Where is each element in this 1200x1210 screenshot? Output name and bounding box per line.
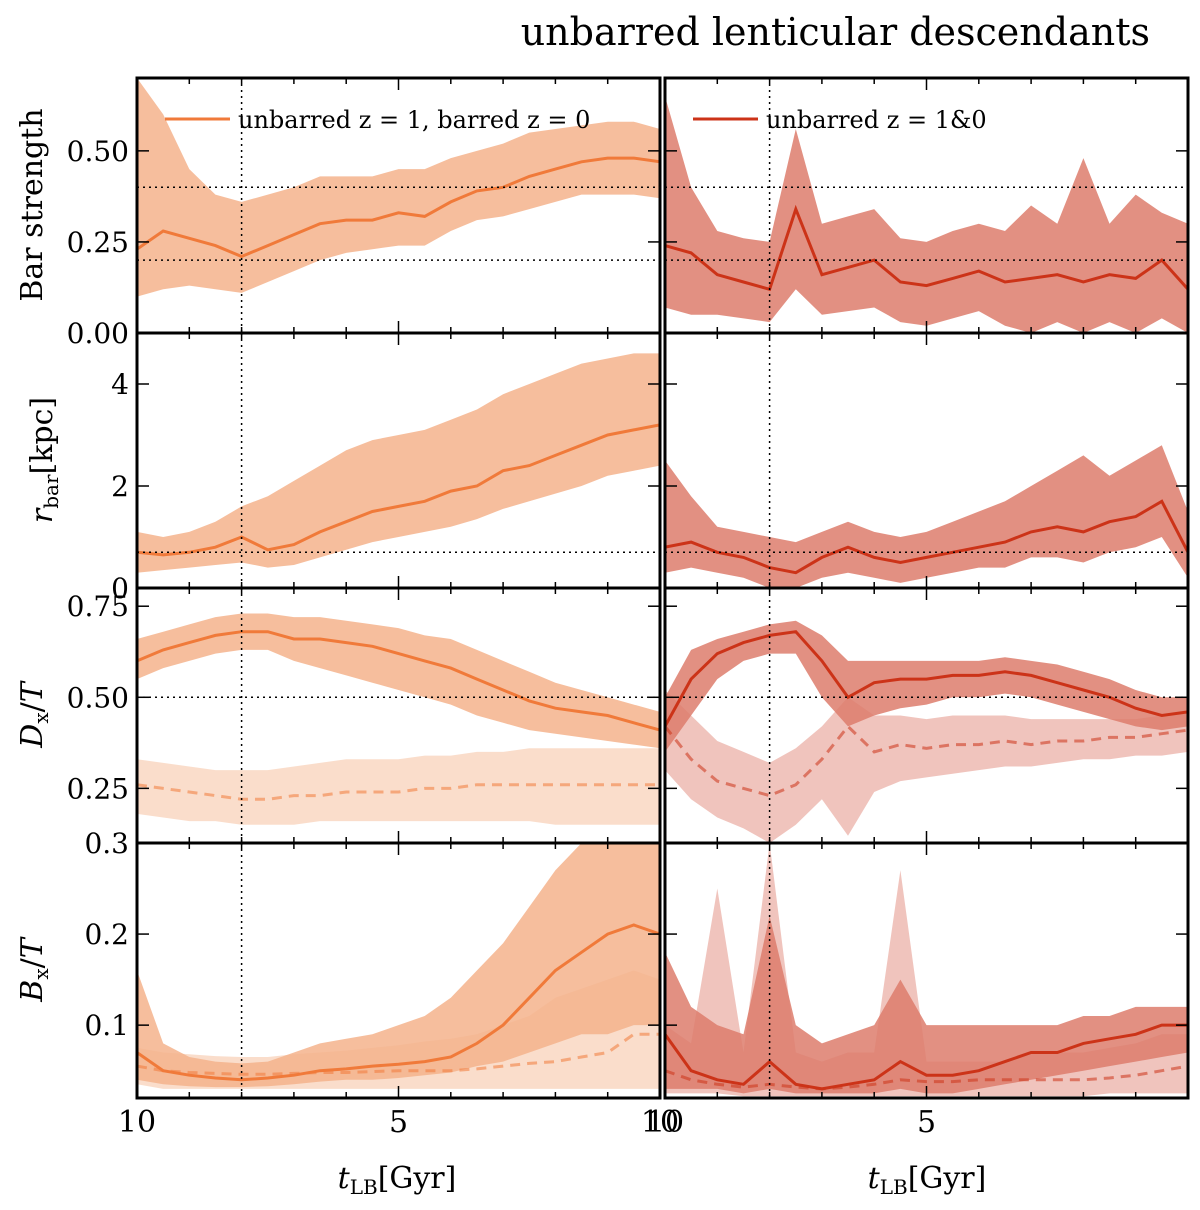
x-tick-label: 10: [641, 1105, 679, 1140]
plot-area: [137, 78, 660, 333]
plot-area: [137, 588, 660, 843]
series-line-solid: [137, 630, 660, 732]
plot-area: [665, 333, 1188, 588]
series-line-dashed: [137, 1032, 660, 1076]
y-tick-label: 0.00: [67, 317, 129, 350]
band-unbarred-z-1-barred-z-0: [137, 353, 660, 573]
band-dashed: [137, 748, 660, 825]
plot-area: [137, 843, 660, 1098]
series-line-dashed: [665, 724, 1188, 798]
series-line-solid: [665, 204, 1188, 292]
y-tick-label: 0.3: [84, 827, 129, 860]
y-tick-label: 0.2: [84, 918, 129, 951]
panel-dx-left: 0.25 0.50 0.75: [67, 586, 662, 845]
series-line-solid: [137, 423, 660, 557]
x-axis-label-left: tLB[Gyr]: [338, 1161, 457, 1199]
y-tick-label: 0.50: [67, 681, 129, 714]
y-tick-label: 0.1: [84, 1009, 129, 1042]
series-line-dashed: [665, 1064, 1188, 1091]
band-unbarred-z-1-barred-z-0: [137, 78, 660, 297]
band-unbarred-z-1-barred-z-0: [137, 843, 660, 1088]
band-dashed: [665, 690, 1188, 843]
band-unbarred-z-1-0: [665, 915, 1188, 1094]
x-tick-label: 10: [646, 1105, 684, 1140]
y-tick-label: 4: [111, 368, 129, 401]
x-axis-label-right: tLB[Gyr]: [868, 1161, 987, 1199]
y-axis-label-rbar: rbar[kpc]: [25, 397, 63, 523]
panel-dx-right: [663, 586, 1190, 845]
plot-area: [665, 588, 1188, 843]
band-dashed: [137, 970, 660, 1089]
legend-right-label: unbarred z = 1&0: [766, 106, 987, 134]
y-tick-label: 2: [111, 470, 129, 503]
series-line-solid: [137, 156, 660, 259]
y-tick-label: 0.25: [67, 772, 129, 805]
legend-right: unbarred z = 1&0: [693, 106, 987, 134]
plot-area: [665, 78, 1188, 333]
series-line-solid: [665, 499, 1188, 575]
y-tick-label: 0.50: [67, 135, 129, 168]
legend-left: unbarred z = 1, barred z = 0: [165, 106, 590, 134]
series-line-dashed: [137, 783, 660, 801]
y-axis-label-bar-strength: Bar strength: [15, 108, 50, 301]
panel-bx-left: 0.1 0.2 0.3 10 5 10: [84, 827, 679, 1140]
panel-bx-right: 10 5: [646, 841, 1190, 1140]
x-tick-label: 5: [917, 1105, 936, 1140]
legend-left-label: unbarred z = 1, barred z = 0: [238, 106, 590, 134]
series-line-solid: [137, 923, 660, 1082]
y-tick-label: 0.75: [67, 590, 129, 623]
series-line-solid: [665, 630, 1188, 728]
y-tick-label: 0.25: [67, 226, 129, 259]
x-tick-label: 10: [118, 1105, 156, 1140]
y-axis-label-dx: Dx/T: [15, 680, 53, 748]
panel-rbar-left: 0 2 4: [111, 331, 662, 605]
plot-area: [665, 843, 1188, 1098]
figure-title: unbarred lenticular descendants: [521, 10, 1150, 54]
panel-bar-strength-left: 0.00 0.25 0.50: [67, 76, 662, 350]
band-unbarred-z-1-0: [665, 620, 1188, 752]
band-unbarred-z-1-0: [665, 445, 1188, 588]
x-tick-label: 5: [389, 1105, 408, 1140]
labels-layer: unbarred lenticular descendants tLB[Gyr]…: [15, 10, 1150, 1199]
series-line-solid: [665, 1023, 1188, 1091]
panel-rbar-right: [663, 331, 1190, 590]
y-axis-label-bx: Bx/T: [15, 936, 53, 1002]
plot-area: [137, 333, 660, 588]
y-tick-label: 0: [111, 572, 129, 605]
band-unbarred-z-1-barred-z-0: [137, 613, 660, 749]
